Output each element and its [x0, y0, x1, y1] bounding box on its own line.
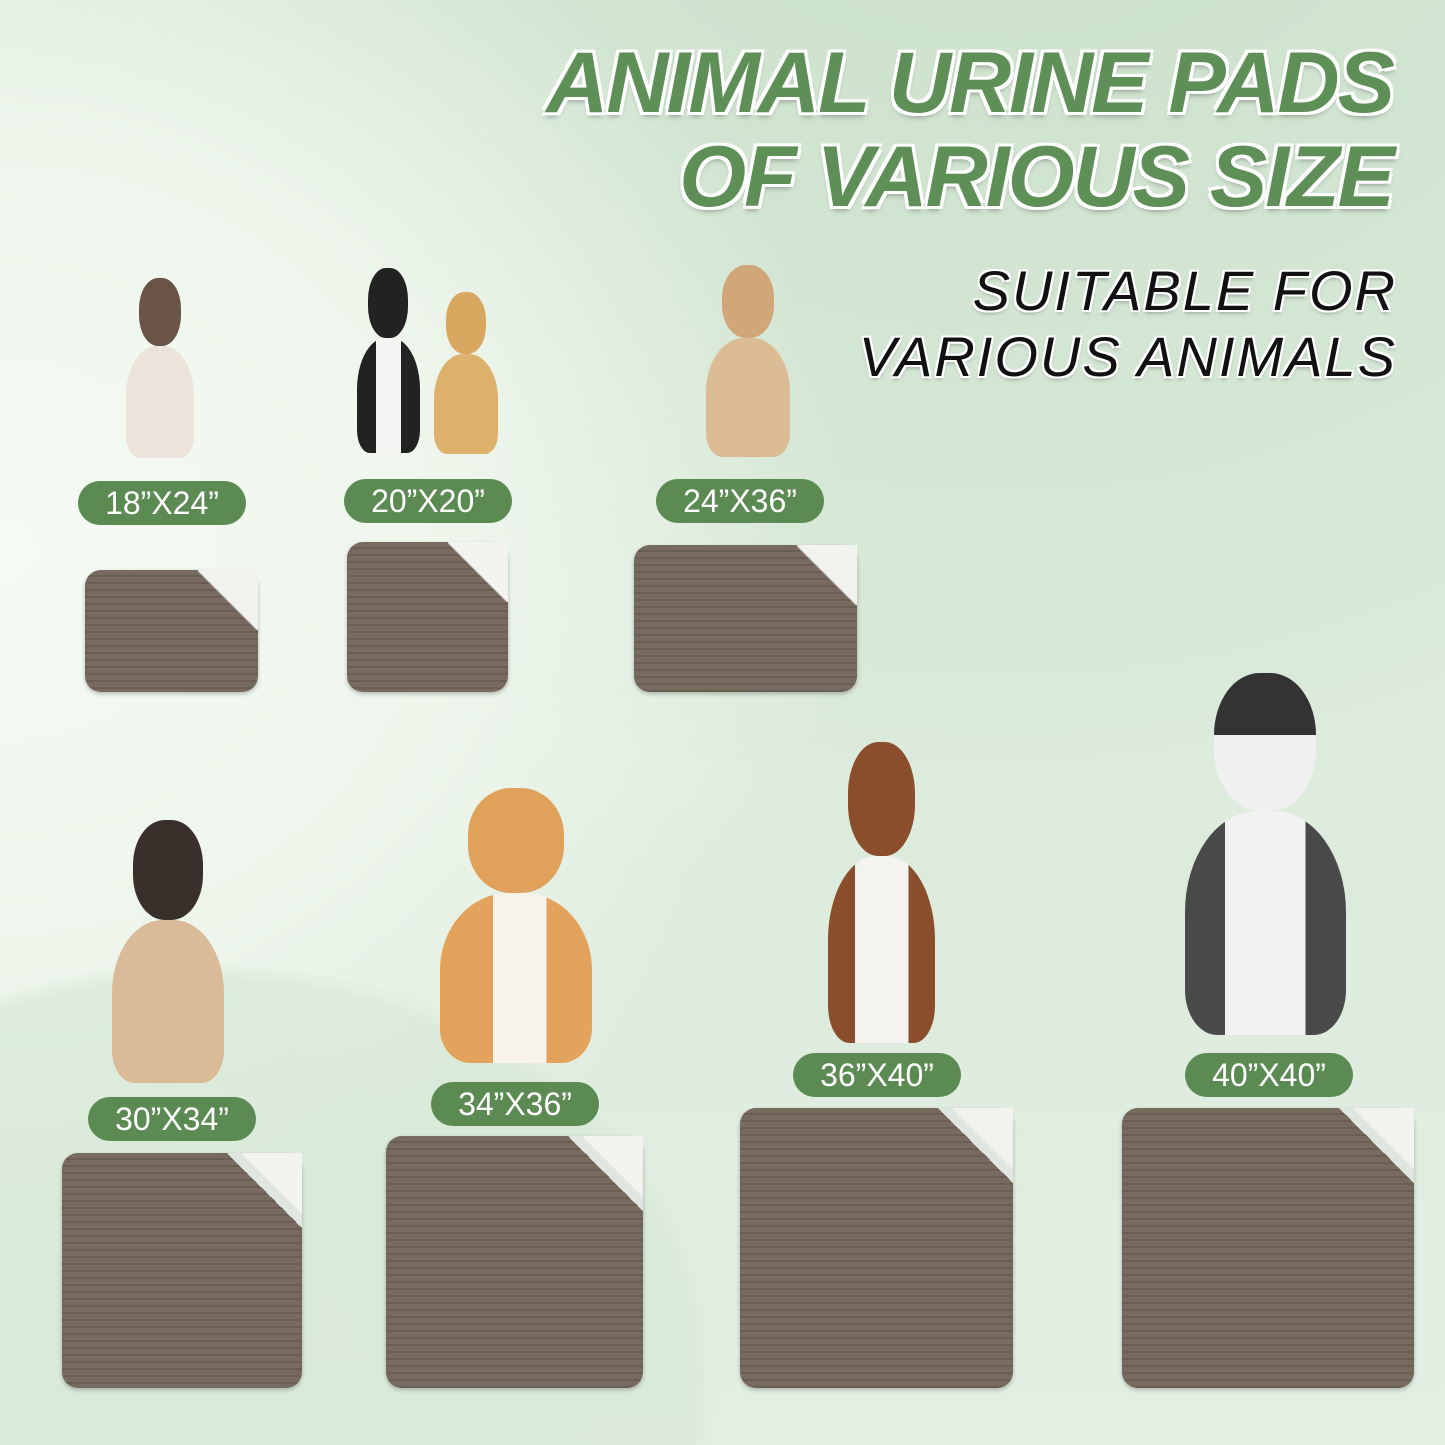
pad-image	[386, 1136, 643, 1388]
size-label: 40”X40”	[1185, 1053, 1353, 1097]
title-line: ANIMAL URINE PADS	[546, 35, 1395, 131]
size-label: 18”X24”	[78, 481, 246, 525]
folded-corner	[1339, 1108, 1414, 1183]
size-label: 30”X34”	[88, 1097, 256, 1141]
pug-image	[88, 820, 248, 1083]
puppy-image	[420, 292, 512, 454]
labrador-mix-image	[688, 265, 808, 457]
siamese-cat-image	[112, 278, 208, 458]
folded-corner	[198, 570, 258, 630]
size-label: 36”X40”	[793, 1053, 961, 1097]
folded-corner	[568, 1136, 643, 1211]
subtitle-line: SUITABLE FOR	[972, 259, 1397, 322]
pad-image	[85, 570, 258, 692]
cat-image	[343, 268, 433, 453]
title-line: OF VARIOUS SIZE	[679, 129, 1395, 225]
pad-image	[62, 1153, 302, 1388]
page-subtitle: SUITABLE FOR VARIOUS ANIMALS	[859, 258, 1397, 390]
australian-shepherd-image	[805, 742, 958, 1043]
subtitle-line: VARIOUS ANIMALS	[858, 325, 1397, 388]
pad-image	[740, 1108, 1013, 1388]
folded-corner	[448, 542, 508, 602]
folded-corner	[938, 1108, 1013, 1183]
pad-image	[347, 542, 508, 692]
size-label: 24”X36”	[656, 479, 824, 523]
folded-corner	[227, 1153, 302, 1228]
size-label: 34”X36”	[431, 1082, 599, 1126]
corgi-image	[407, 788, 625, 1063]
page-title: ANIMAL URINE PADS OF VARIOUS SIZE	[546, 35, 1395, 225]
husky-image	[1150, 673, 1380, 1035]
pad-image	[1122, 1108, 1414, 1388]
folded-corner	[797, 545, 857, 605]
pad-image	[634, 545, 857, 692]
size-label: 20”X20”	[344, 479, 512, 523]
